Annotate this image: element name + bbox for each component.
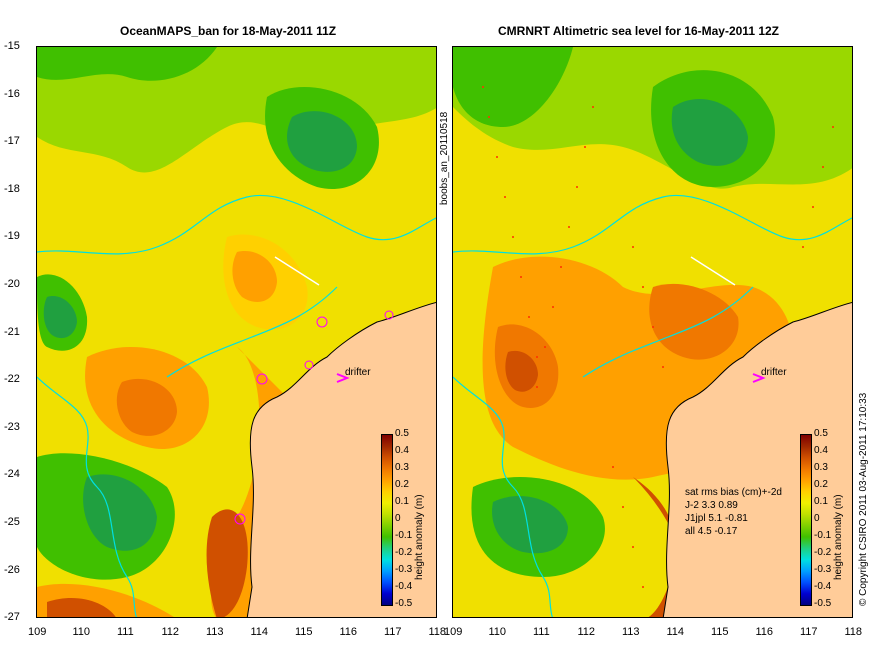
colorbar-tick-label: -0.2 <box>814 547 832 558</box>
colorbar-tick-label: -0.4 <box>814 581 832 592</box>
lat-tick-label: -17 <box>4 135 20 148</box>
left-map-field <box>37 47 436 617</box>
right-drifter-label: drifter <box>761 367 787 378</box>
colorbar-tick-label: -0.1 <box>395 530 413 541</box>
sat-stats-header: sat rms bias (cm)+-2d <box>685 487 782 498</box>
copyright-text: © Copyright CSIRO 2011 03-Aug-2011 17:10… <box>858 392 869 606</box>
lat-tick-label: -18 <box>4 182 20 195</box>
lat-tick-label: -20 <box>4 278 20 290</box>
left-drifter-label: drifter <box>345 367 371 378</box>
left-colorbar <box>381 434 393 606</box>
lon-tick-label: 117 <box>800 626 818 638</box>
lon-tick-label: 109 <box>28 626 47 638</box>
colorbar-tick-label: -0.1 <box>814 530 832 541</box>
colorbar-tick-label: 0.4 <box>814 445 828 456</box>
lat-tick-label: -23 <box>4 420 20 433</box>
colorbar-tick-label: -0.3 <box>395 564 413 575</box>
lon-tick-label: 117 <box>384 626 402 638</box>
colorbar-tick-label: 0.5 <box>395 428 409 439</box>
lon-tick-label: 113 <box>206 626 224 638</box>
lon-tick-label: 112 <box>577 626 596 638</box>
lon-tick-label: 110 <box>72 626 91 638</box>
colorbar-tick-label: 0.2 <box>814 479 828 490</box>
lon-tick-label: 114 <box>250 626 269 638</box>
colorbar-tick-label: 0.1 <box>814 496 828 507</box>
colorbar-tick-label: -0.5 <box>395 598 413 609</box>
colorbar-tick-label: 0.3 <box>814 462 828 473</box>
left-map: drifter <box>36 46 437 618</box>
lat-tick-label: -21 <box>4 325 20 338</box>
right-colorbar <box>800 434 812 606</box>
sat-stats-row: J-2 3.3 0.89 <box>685 500 738 511</box>
lon-tick-label: 118 <box>428 626 447 638</box>
colorbar-tick-label: 0.2 <box>395 479 409 490</box>
colorbar-tick-label: -0.3 <box>814 564 832 575</box>
colorbar-tick-label: 0.5 <box>814 428 828 439</box>
lon-tick-label: 109 <box>444 626 463 638</box>
sat-stats-row: all 4.5 -0.17 <box>685 526 738 537</box>
lon-tick-label: 116 <box>339 626 358 638</box>
lat-tick-label: -24 <box>4 468 20 481</box>
right-map-field <box>453 47 852 617</box>
left-colorbar-label: height anomaly (m) <box>414 494 425 580</box>
colorbar-tick-label: -0.5 <box>814 598 832 609</box>
lon-tick-label: 110 <box>488 626 507 638</box>
right-map: drifter sat rms bias (cm)+-2d J-2 3.3 0.… <box>452 46 853 618</box>
right-map-title: CMRNRT Altimetric sea level for 16-May-2… <box>498 24 779 38</box>
lat-tick-label: -16 <box>4 87 20 100</box>
lon-tick-label: 113 <box>622 626 640 638</box>
colorbar-tick-label: 0.4 <box>395 445 409 456</box>
lon-tick-label: 115 <box>295 626 313 638</box>
sat-stats-row: J1jpl 5.1 -0.81 <box>685 513 748 524</box>
right-colorbar-label: height anomaly (m) <box>833 494 844 580</box>
lat-tick-label: -19 <box>4 230 20 243</box>
colorbar-tick-label: -0.2 <box>395 547 413 558</box>
colorbar-tick-label: 0.3 <box>395 462 409 473</box>
lon-tick-label: 116 <box>755 626 774 638</box>
lat-tick-label: -27 <box>4 611 20 624</box>
lon-tick-label: 112 <box>161 626 180 638</box>
colorbar-tick-label: -0.4 <box>395 581 413 592</box>
lat-tick-label: -26 <box>4 563 20 576</box>
left-map-title: OceanMAPS_ban for 18-May-2011 11Z <box>120 24 337 38</box>
lon-tick-label: 115 <box>711 626 729 638</box>
lon-tick-label: 111 <box>117 626 134 638</box>
lon-tick-label: 114 <box>666 626 685 638</box>
left-side-label: boobs_an_20110518 <box>439 111 450 205</box>
lon-tick-label: 118 <box>844 626 863 638</box>
lat-tick-label: -15 <box>4 40 20 52</box>
lon-tick-label: 111 <box>533 626 550 638</box>
lat-tick-label: -22 <box>4 373 20 386</box>
colorbar-tick-label: 0 <box>814 513 820 524</box>
colorbar-tick-label: 0 <box>395 513 401 524</box>
colorbar-tick-label: 0.1 <box>395 496 409 507</box>
lat-tick-label: -25 <box>4 516 20 528</box>
